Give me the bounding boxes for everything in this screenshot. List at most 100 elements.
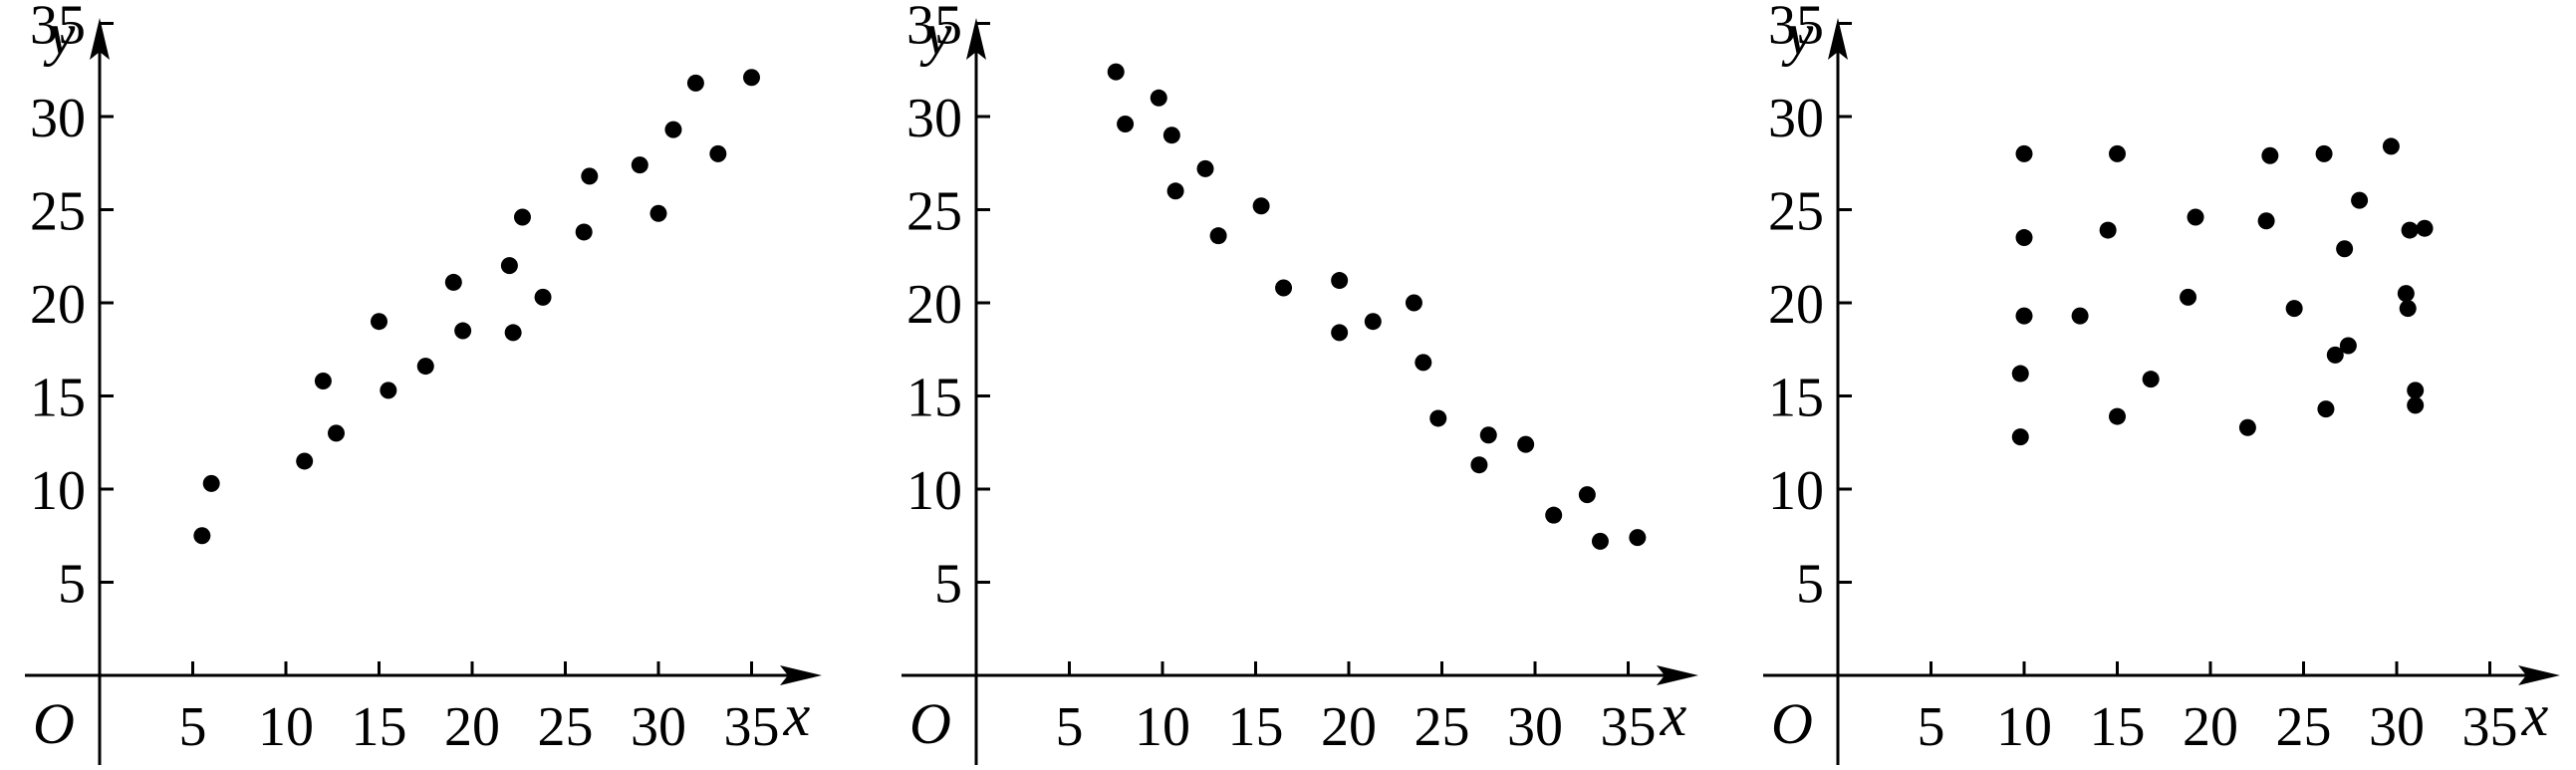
origin-label: O <box>33 691 75 756</box>
scatter-point <box>1196 159 1214 177</box>
x-tick-label: 15 <box>1228 696 1284 758</box>
scatter-point <box>1162 127 1180 144</box>
scatter-point <box>2416 219 2434 237</box>
x-tick-label: 5 <box>179 696 207 758</box>
y-axis-label: y <box>1781 1 1814 67</box>
scatter-point <box>2238 418 2256 436</box>
scatter-point <box>2315 144 2333 162</box>
scatter-point <box>202 474 220 492</box>
scatter-point <box>193 527 211 545</box>
scatter-point <box>500 257 518 275</box>
scatter-point <box>581 167 599 185</box>
y-tick-label: 10 <box>906 460 962 522</box>
scatter-point <box>2180 288 2197 306</box>
y-tick-label: 30 <box>30 88 86 149</box>
y-tick-label: 5 <box>58 554 86 616</box>
scatter-point <box>1107 63 1125 81</box>
y-axis-arrow <box>90 18 110 60</box>
scatter-point <box>2109 407 2126 425</box>
scatter-point <box>1331 324 1349 342</box>
scatter-point <box>2187 208 2204 226</box>
scatter-point <box>1209 227 1227 245</box>
scatter-point <box>709 144 727 162</box>
x-axis-label: x <box>783 682 811 748</box>
x-tick-label: 35 <box>1601 696 1657 758</box>
scatter-point <box>371 313 387 331</box>
y-tick-label: 35 <box>906 0 962 57</box>
scatter-point <box>380 382 397 399</box>
y-tick-label: 5 <box>1796 554 1824 616</box>
origin-label: O <box>1771 691 1813 756</box>
y-tick-label: 25 <box>1768 181 1824 243</box>
scatter-point <box>2015 307 2033 325</box>
y-tick-label: 15 <box>1768 368 1824 429</box>
y-tick-label: 20 <box>1768 274 1824 336</box>
x-tick-label: 10 <box>1135 696 1190 758</box>
scatter-point <box>534 288 552 306</box>
scatter-point <box>2015 229 2033 247</box>
y-tick-label: 15 <box>30 368 86 429</box>
y-tick-label: 15 <box>906 368 962 429</box>
scatter-point <box>2257 212 2275 230</box>
scatter-point <box>1405 294 1422 312</box>
y-tick-label: 10 <box>1768 460 1824 522</box>
scatter-point <box>1415 354 1432 372</box>
y-axis-arrow <box>1828 18 1848 60</box>
scatter-point <box>327 424 345 442</box>
scatter-point <box>2099 221 2117 239</box>
scatter-point <box>2401 221 2419 239</box>
scatter-point <box>296 452 314 470</box>
scatter-point <box>2339 337 2357 355</box>
scatter-point <box>1591 532 1609 550</box>
x-tick-label: 25 <box>2276 696 2332 758</box>
scatter-point <box>2336 240 2354 258</box>
y-tick-label: 25 <box>906 181 962 243</box>
scatter-point <box>575 223 593 241</box>
scatter-point <box>2109 144 2126 162</box>
scatter-point <box>2285 300 2303 318</box>
x-tick-label: 10 <box>258 696 314 758</box>
x-tick-label: 30 <box>2369 696 2425 758</box>
x-tick-label: 20 <box>1321 696 1377 758</box>
x-tick-label: 15 <box>2090 696 2146 758</box>
y-tick-label: 25 <box>30 181 86 243</box>
scatter-point <box>1364 313 1382 331</box>
scatter-point <box>416 358 434 376</box>
scatter-point <box>2261 146 2279 164</box>
scatter-point <box>631 156 648 174</box>
y-tick-label: 30 <box>1768 88 1824 149</box>
scatter-point <box>1117 115 1135 132</box>
scatter-point <box>2142 371 2160 388</box>
scatter-point <box>1470 456 1488 474</box>
scatter-point <box>2326 346 2344 364</box>
scatter-point <box>444 273 462 291</box>
scatter-point <box>2397 285 2415 303</box>
x-tick-label: 35 <box>724 696 780 758</box>
scatter-point <box>1517 435 1535 453</box>
scatter-point <box>2399 300 2417 318</box>
x-axis-arrow <box>2518 665 2560 685</box>
x-tick-label: 30 <box>631 696 686 758</box>
scatter-point <box>743 69 760 87</box>
scatter-point <box>504 324 522 342</box>
y-tick-label: 35 <box>30 0 86 57</box>
scatter-point <box>1150 89 1167 107</box>
y-tick-label: 30 <box>906 88 962 149</box>
scatter-point <box>2011 428 2029 446</box>
scatter-point <box>513 208 531 226</box>
scatter-point <box>2317 400 2335 418</box>
scatter-point <box>2382 137 2400 155</box>
scatter-point <box>1331 272 1349 290</box>
scatter-point <box>2407 396 2425 414</box>
scatter-point <box>1275 279 1293 297</box>
scatter-point <box>314 373 332 390</box>
x-tick-label: 20 <box>444 696 500 758</box>
x-axis-label: x <box>2521 682 2549 748</box>
origin-label: O <box>909 691 951 756</box>
scatter-point <box>664 121 682 138</box>
x-tick-label: 15 <box>352 696 407 758</box>
scatter-point <box>2351 191 2369 209</box>
